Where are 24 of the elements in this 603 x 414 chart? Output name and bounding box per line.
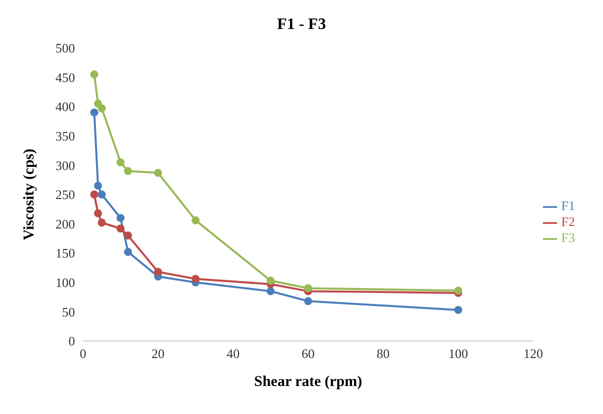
y-tick-label: 500: [56, 40, 75, 56]
x-tick-label: 80: [376, 346, 390, 362]
x-tick-label: 100: [448, 346, 468, 362]
chart-title: F1 - F3: [276, 15, 327, 35]
y-tick-label: 150: [56, 246, 75, 261]
y-axis-title: Viscosity (cps): [21, 148, 38, 240]
y-tick-label: 100: [56, 275, 75, 290]
x-tick-label: 20: [152, 346, 165, 362]
y-tick-label: 350: [56, 128, 75, 144]
y-tick-label: 400: [56, 99, 75, 114]
legend-label: F2: [561, 214, 575, 229]
legend-label: F3: [561, 230, 575, 245]
x-tick-label: 120: [524, 346, 544, 362]
y-tick-label: 250: [56, 187, 75, 202]
y-tick-label: 200: [56, 216, 75, 232]
x-tick-label: 0: [80, 346, 86, 362]
y-tick-label: 50: [62, 304, 75, 320]
x-tick-label: 60: [302, 346, 315, 362]
x-tick-label: 40: [226, 346, 240, 362]
y-tick-label: 450: [56, 70, 75, 85]
x-axis-title: Shear rate (rpm): [254, 374, 362, 390]
y-tick-label: 0: [68, 334, 75, 349]
y-tick-label: 300: [56, 158, 75, 173]
legend-label: F1: [561, 198, 575, 213]
